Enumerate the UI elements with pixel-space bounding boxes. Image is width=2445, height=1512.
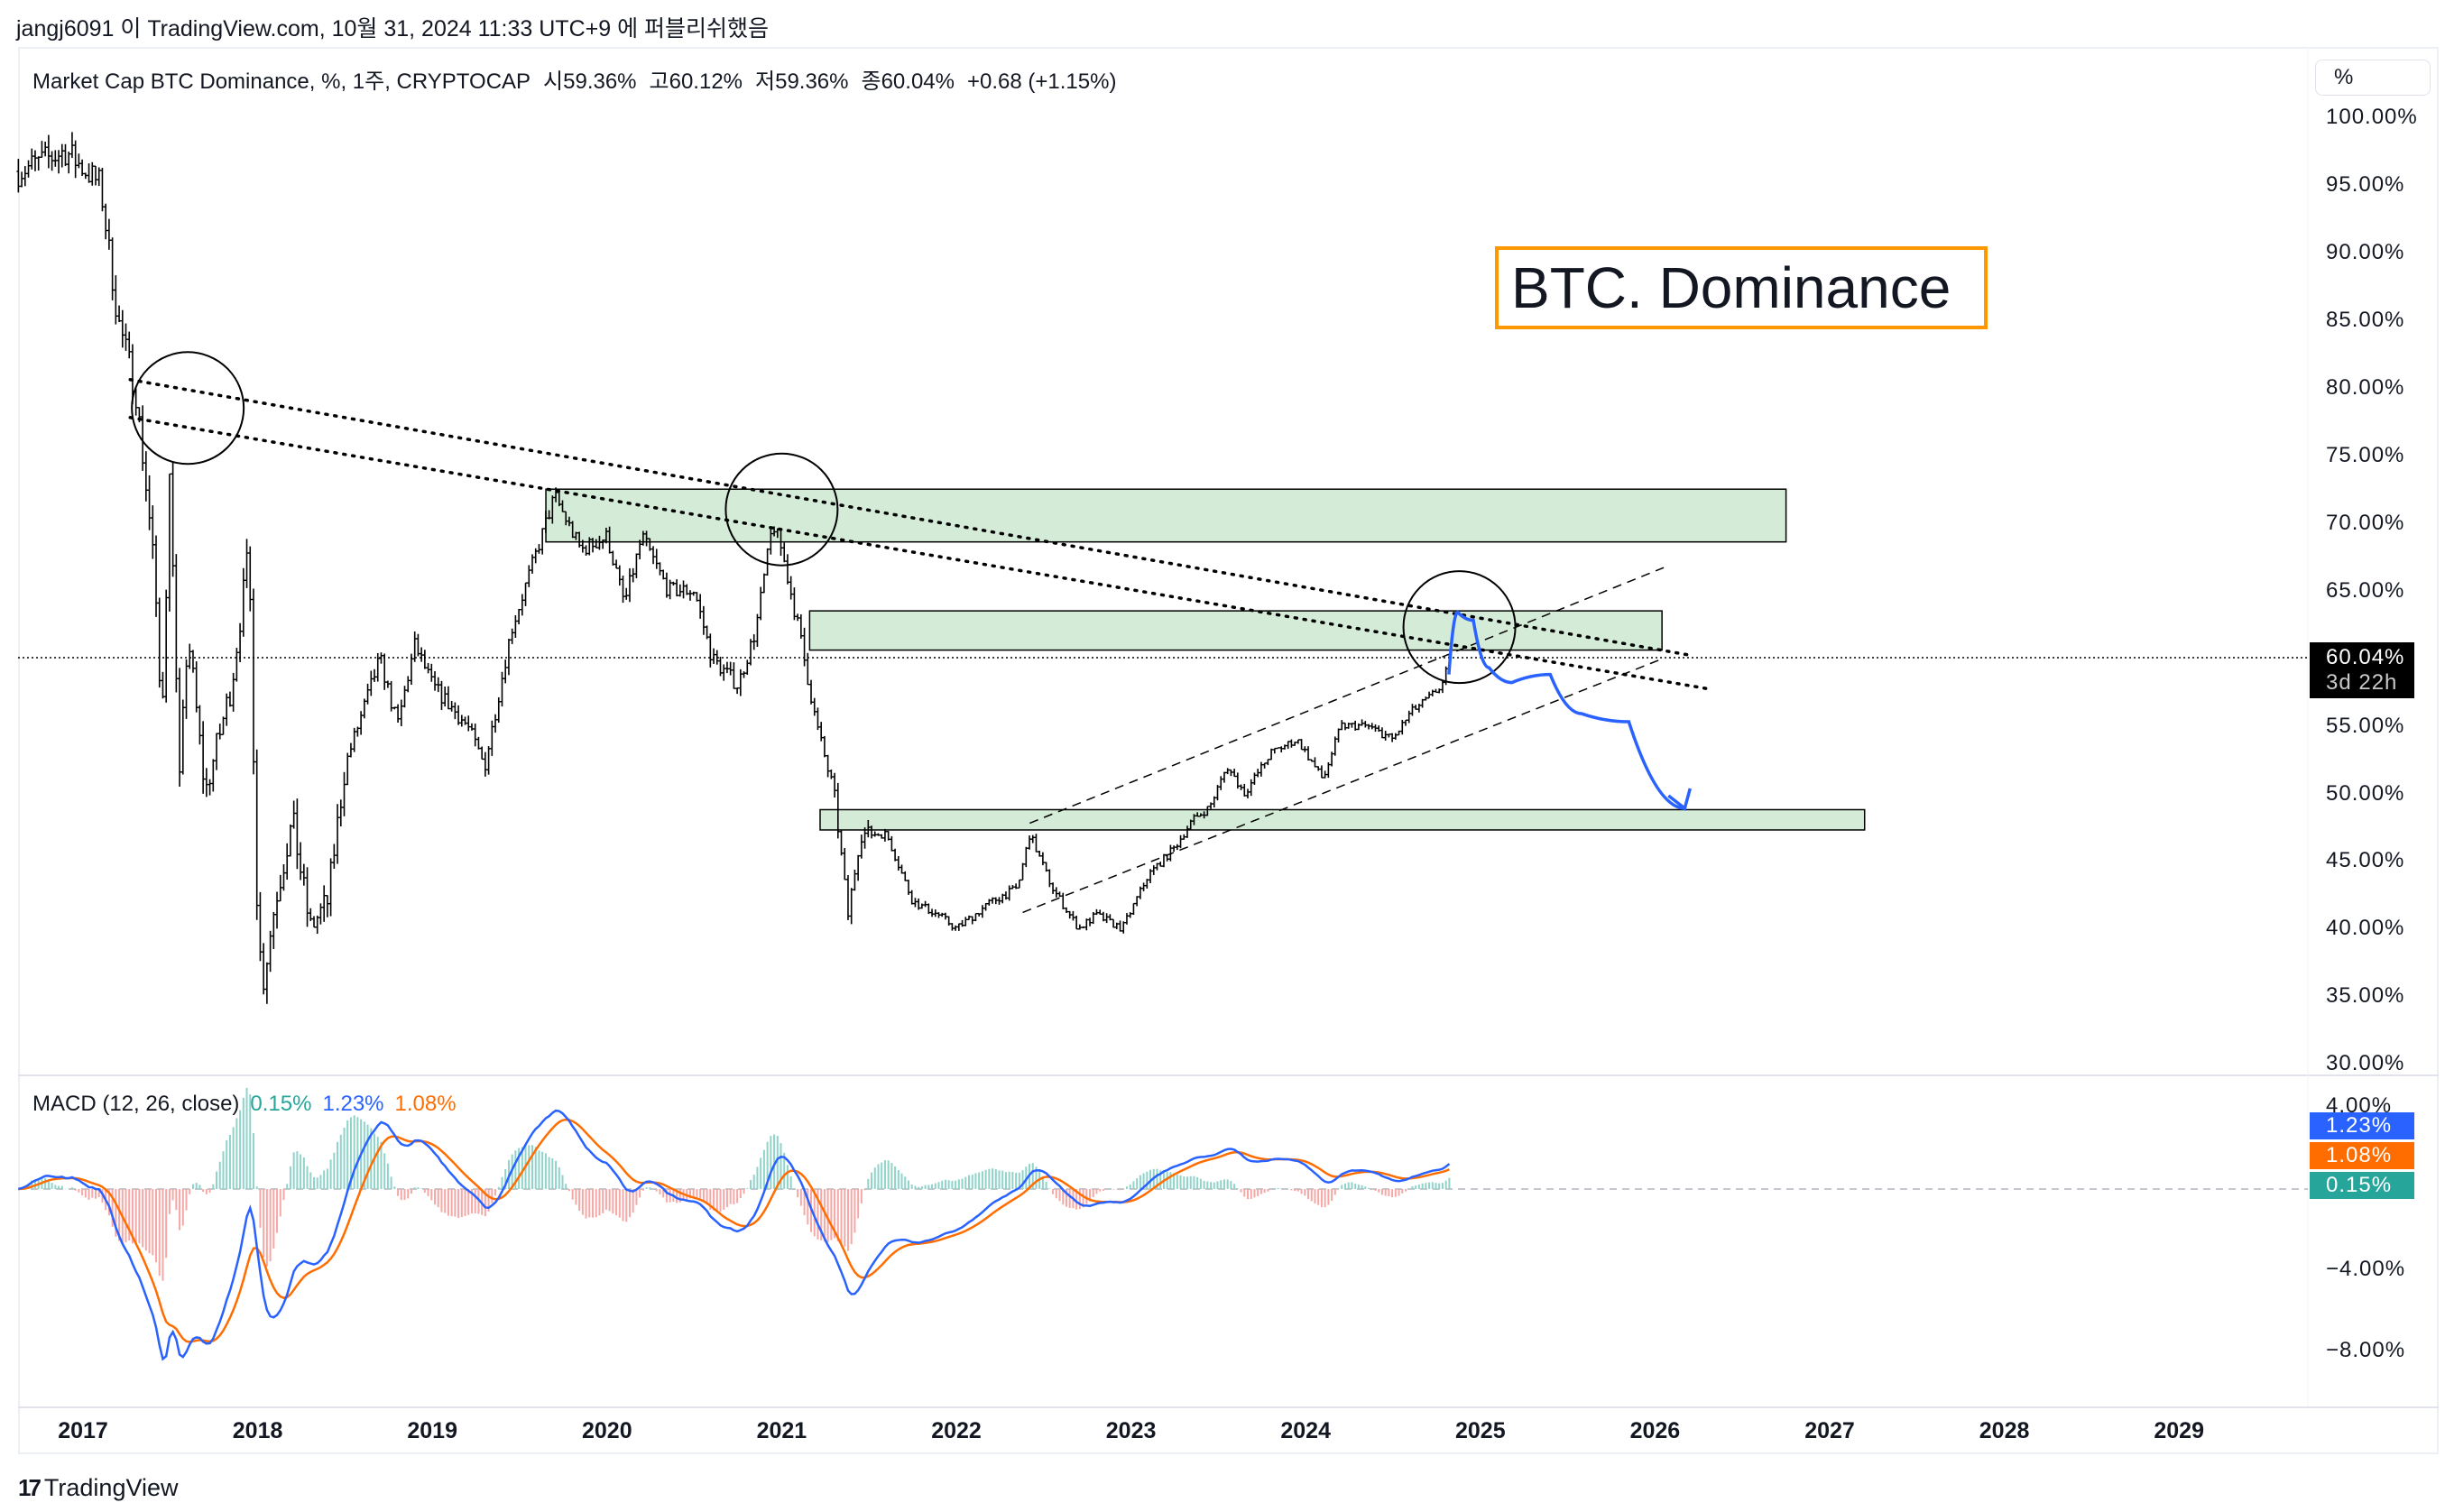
time-axis-label: 2024 xyxy=(1280,1418,1331,1443)
macd-legend: MACD (12, 26, close) 0.15% 1.23% 1.08% xyxy=(32,1092,467,1117)
price-axis-label: 65.00% xyxy=(2326,577,2405,603)
time-axis-label: 2027 xyxy=(1804,1418,1855,1443)
macd-histogram-value: 0.15% xyxy=(250,1092,312,1116)
tradingview-logo-text: TradingView xyxy=(43,1474,179,1501)
macd-value-tag: 1.23% xyxy=(2310,1112,2414,1139)
macd-indicator-label[interactable]: MACD (12, 26, close) xyxy=(32,1092,240,1116)
price-axis-label: 85.00% xyxy=(2326,307,2405,332)
price-axis-label: 75.00% xyxy=(2326,442,2405,467)
highlight-circle xyxy=(1402,570,1517,685)
support-resistance-zone xyxy=(819,808,1866,831)
price-axis-label: 100.00% xyxy=(2326,105,2418,129)
time-axis-label: 2019 xyxy=(407,1418,457,1443)
macd-line xyxy=(18,1109,1451,1361)
time-axis-label: 2017 xyxy=(58,1418,108,1443)
tradingview-logo-icon: 17 xyxy=(18,1474,42,1501)
macd-line-value: 1.23% xyxy=(322,1092,384,1116)
dotted-trendline xyxy=(128,378,1693,658)
macd-axis-label: −4.00% xyxy=(2326,1257,2406,1281)
time-axis-label: 2018 xyxy=(232,1418,283,1443)
price-axis-label: 50.00% xyxy=(2326,780,2405,806)
price-axis-label: 45.00% xyxy=(2326,848,2405,873)
price-axis-label: 55.00% xyxy=(2326,713,2405,738)
ohlc-high: 고60.12% xyxy=(649,69,743,94)
ohlc-open: 시59.36% xyxy=(543,69,637,94)
price-axis-label: 95.00% xyxy=(2326,171,2405,197)
support-resistance-zone xyxy=(808,610,1663,651)
price-change: +0.68 (+1.15%) xyxy=(966,69,1117,94)
dotted-trendline xyxy=(128,416,1713,691)
price-axis-label: 40.00% xyxy=(2326,916,2405,941)
publish-info: jangj6091 이 TradingView.com, 10월 31, 202… xyxy=(16,16,770,41)
channel-line xyxy=(1022,657,1665,914)
chart-frame xyxy=(18,47,2439,1454)
projection-path xyxy=(1447,610,1685,810)
tradingview-logo[interactable]: 17 TradingView xyxy=(18,1474,179,1502)
time-axis-label: 2025 xyxy=(1454,1418,1506,1443)
last-price-tag: 60.04% 3d 22h xyxy=(2310,642,2414,698)
price-axis-label: 90.00% xyxy=(2326,239,2405,264)
macd-axis-label: −8.00% xyxy=(2326,1338,2406,1362)
price-axis-label: 35.00% xyxy=(2326,983,2405,1009)
histogram-value-tag: 0.15% xyxy=(2310,1172,2414,1199)
time-axis-label: 2020 xyxy=(581,1418,632,1443)
channel-line xyxy=(1029,567,1665,825)
price-axis-label: 70.00% xyxy=(2326,510,2405,535)
time-axis-label: 2028 xyxy=(1979,1418,2030,1443)
time-axis-label: 2021 xyxy=(756,1418,807,1443)
symbol-legend: Market Cap BTC Dominance, %, 1주, CRYPTOC… xyxy=(32,63,1129,95)
unit-button[interactable]: % xyxy=(2315,60,2431,96)
ohlc-close: 종60.04% xyxy=(861,69,955,94)
time-axis-label: 2029 xyxy=(2154,1418,2204,1443)
highlight-circle xyxy=(131,351,245,466)
price-axis-label: 30.00% xyxy=(2326,1051,2405,1076)
last-price-value: 60.04% xyxy=(2326,645,2405,669)
signal-value-tag: 1.08% xyxy=(2310,1142,2414,1169)
annotation-title[interactable]: BTC. Dominance xyxy=(1495,246,1988,329)
symbol-name[interactable]: Market Cap BTC Dominance, %, 1주, CRYPTOC… xyxy=(32,69,531,94)
macd-signal-value: 1.08% xyxy=(394,1092,457,1116)
ohlc-low: 저59.36% xyxy=(755,69,849,94)
time-axis-label: 2022 xyxy=(931,1418,982,1443)
highlight-circle xyxy=(724,452,839,567)
time-axis-label: 2026 xyxy=(1629,1418,1681,1443)
price-axis-label: 80.00% xyxy=(2326,374,2405,400)
bar-countdown: 3d 22h xyxy=(2326,670,2398,695)
time-axis-label: 2023 xyxy=(1105,1418,1157,1443)
projection-arrowhead xyxy=(1667,788,1692,811)
